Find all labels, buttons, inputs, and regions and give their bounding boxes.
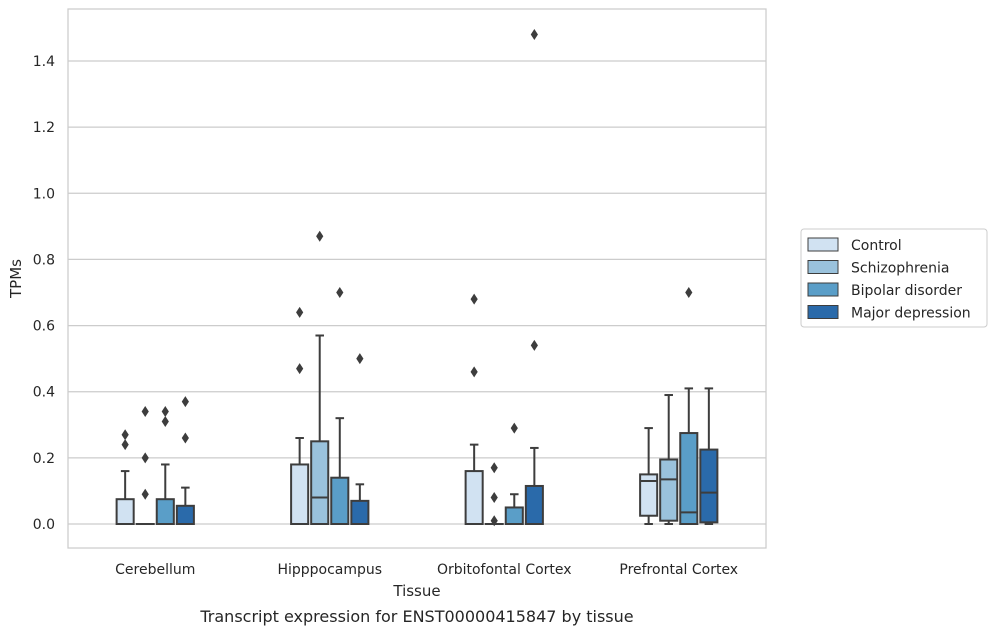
outlier-point — [530, 339, 538, 351]
outlier-point — [181, 432, 189, 444]
outlier-point — [470, 293, 478, 305]
box-group — [310, 230, 330, 526]
box — [350, 499, 370, 526]
plot-area-frame — [67, 8, 767, 549]
box-group — [155, 406, 175, 526]
box-group — [504, 422, 524, 526]
outlier-point — [296, 363, 304, 375]
legend: Control Schizophrenia Bipolar disorder Majo… — [800, 228, 988, 328]
box — [639, 473, 659, 517]
x-tick-label: Prefrontal Cortex — [619, 562, 738, 578]
box-group — [659, 394, 679, 525]
outlier-point — [181, 396, 189, 408]
outlier-point — [141, 406, 149, 418]
legend-swatch — [807, 305, 839, 319]
x-axis-ticks: Cerebellum Hipppocampus Orbitofontal Corte… — [115, 562, 738, 578]
legend-label: Major depression — [851, 306, 971, 322]
box — [524, 484, 544, 526]
y-tick-label: 0.8 — [33, 252, 55, 268]
y-axis-label: TPMs — [7, 259, 25, 299]
legend-swatch — [807, 282, 839, 297]
legend-label: Control — [851, 238, 902, 254]
y-tick-label: 1.2 — [33, 120, 55, 136]
y-tick-label: 0.6 — [33, 319, 55, 335]
x-axis-label: Tissue — [392, 582, 440, 600]
y-tick-label: 0.2 — [33, 451, 55, 467]
outlier-point — [161, 415, 169, 427]
box-group — [524, 29, 544, 526]
chart-caption: Transcript expression for ENST0000041584… — [199, 607, 633, 626]
box-group — [699, 387, 719, 525]
box — [155, 498, 175, 526]
box-group — [464, 293, 484, 526]
box — [175, 504, 195, 525]
legend-label: Schizophrenia — [851, 261, 949, 277]
legend-label: Bipolar disorder — [851, 283, 962, 299]
x-tick-label: Cerebellum — [115, 562, 195, 578]
outlier-point — [490, 492, 498, 504]
outlier-point — [490, 515, 498, 527]
outlier-point — [141, 488, 149, 500]
box-group — [484, 462, 504, 527]
box-group — [115, 429, 135, 526]
outlier-point — [121, 439, 129, 451]
box-group — [350, 353, 370, 526]
x-tick-label: Orbitofontal Cortex — [437, 562, 572, 578]
box — [115, 498, 135, 526]
box — [504, 506, 524, 526]
legend-swatch — [807, 237, 839, 252]
box — [310, 440, 330, 526]
outlier-point — [336, 287, 344, 298]
legend-swatch — [807, 260, 839, 274]
box-group — [639, 427, 659, 525]
box — [679, 432, 699, 525]
box-plot-marks — [115, 29, 719, 527]
box-group — [330, 287, 350, 526]
y-axis-ticks: 0.0 0.2 0.4 0.6 0.8 1.0 1.2 1.4 — [33, 54, 55, 533]
outlier-point — [470, 366, 478, 378]
outlier-point — [685, 287, 693, 298]
box-group — [290, 306, 310, 526]
box-group — [679, 287, 699, 525]
box-group — [135, 406, 155, 526]
outlier-point — [530, 29, 538, 41]
outlier-point — [490, 462, 498, 474]
y-tick-label: 1.0 — [33, 186, 55, 202]
box — [659, 458, 679, 522]
y-tick-label: 1.4 — [33, 54, 55, 70]
box-group — [175, 396, 195, 525]
box — [699, 448, 719, 524]
outlier-point — [356, 353, 364, 365]
legend-frame — [800, 228, 988, 328]
y-gridlines — [68, 60, 766, 525]
y-tick-label: 0.4 — [33, 385, 55, 401]
outlier-point — [141, 452, 149, 464]
box — [464, 470, 484, 526]
y-tick-label: 0.0 — [33, 517, 55, 533]
box — [290, 463, 310, 526]
outlier-point — [296, 306, 304, 318]
x-tick-label: Hipppocampus — [277, 562, 382, 578]
box — [330, 476, 350, 526]
outlier-point — [316, 230, 324, 242]
outlier-point — [510, 422, 518, 434]
outlier-point — [121, 429, 129, 441]
outlier-point — [161, 406, 169, 418]
